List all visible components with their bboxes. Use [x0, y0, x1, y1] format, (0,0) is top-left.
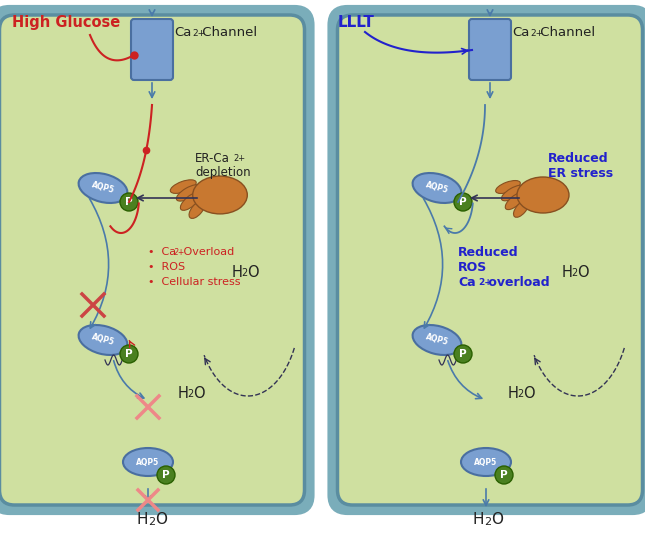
FancyBboxPatch shape: [0, 15, 304, 505]
Text: •  Cellular stress: • Cellular stress: [148, 277, 241, 287]
Text: AQP5: AQP5: [90, 333, 115, 348]
Text: P: P: [162, 470, 170, 480]
Ellipse shape: [181, 192, 201, 210]
Text: 2+: 2+: [530, 29, 543, 38]
Text: depletion: depletion: [195, 166, 251, 179]
Text: O: O: [577, 264, 589, 280]
Ellipse shape: [176, 185, 201, 201]
Text: Channel: Channel: [536, 26, 595, 39]
Text: O: O: [193, 386, 204, 401]
Ellipse shape: [413, 173, 461, 203]
Text: 2: 2: [571, 268, 577, 278]
Text: O: O: [155, 513, 167, 527]
Circle shape: [157, 466, 175, 484]
FancyBboxPatch shape: [469, 19, 511, 80]
Ellipse shape: [170, 180, 196, 193]
Ellipse shape: [501, 185, 524, 201]
Text: AQP5: AQP5: [474, 458, 498, 466]
Text: Ca: Ca: [512, 26, 530, 39]
Circle shape: [495, 466, 513, 484]
Text: H: H: [178, 386, 189, 401]
FancyBboxPatch shape: [131, 19, 173, 80]
Text: H: H: [136, 513, 148, 527]
Ellipse shape: [123, 448, 173, 476]
Text: Ca: Ca: [174, 26, 192, 39]
Text: H: H: [508, 386, 519, 401]
Text: 2+: 2+: [174, 248, 185, 257]
Text: Overload: Overload: [180, 247, 234, 257]
Text: Reduced: Reduced: [548, 151, 609, 165]
Text: O: O: [491, 513, 503, 527]
Text: O: O: [523, 386, 535, 401]
Text: 2: 2: [484, 517, 491, 527]
Text: Ca: Ca: [458, 275, 475, 288]
Circle shape: [120, 193, 138, 211]
Text: P: P: [459, 197, 467, 207]
Text: High Glucose: High Glucose: [12, 15, 120, 29]
Text: P: P: [125, 349, 133, 359]
Text: ROS: ROS: [458, 261, 487, 274]
Ellipse shape: [413, 325, 461, 355]
Circle shape: [454, 345, 472, 363]
Text: AQP5: AQP5: [90, 181, 115, 195]
FancyBboxPatch shape: [0, 7, 312, 513]
Text: O: O: [247, 264, 259, 280]
Text: 2: 2: [148, 517, 155, 527]
Text: •  ROS: • ROS: [148, 262, 185, 272]
Text: LLLT: LLLT: [338, 15, 375, 29]
Text: AQP5: AQP5: [424, 333, 450, 348]
FancyBboxPatch shape: [337, 15, 642, 505]
Ellipse shape: [193, 176, 247, 214]
Text: H: H: [232, 264, 243, 280]
Text: P: P: [500, 470, 508, 480]
Text: ER stress: ER stress: [548, 167, 613, 180]
FancyBboxPatch shape: [330, 7, 645, 513]
Text: 2+: 2+: [478, 278, 492, 287]
Text: P: P: [459, 349, 467, 359]
Text: H: H: [472, 513, 484, 527]
Text: 2+: 2+: [192, 29, 205, 38]
Text: AQP5: AQP5: [424, 181, 450, 195]
Ellipse shape: [461, 448, 511, 476]
Text: •  Ca: • Ca: [148, 247, 176, 257]
Text: 2+: 2+: [233, 154, 245, 163]
Ellipse shape: [79, 325, 128, 355]
Text: overload: overload: [484, 275, 550, 288]
Text: 2: 2: [241, 268, 247, 278]
Circle shape: [454, 193, 472, 211]
Text: 2: 2: [517, 389, 523, 399]
Ellipse shape: [189, 201, 204, 218]
Text: P: P: [125, 197, 133, 207]
Text: AQP5: AQP5: [136, 458, 159, 466]
Text: Channel: Channel: [198, 26, 257, 39]
Circle shape: [120, 345, 138, 363]
Ellipse shape: [517, 177, 569, 213]
Text: 2: 2: [187, 389, 194, 399]
Text: ER-Ca: ER-Ca: [195, 151, 230, 165]
Text: H: H: [562, 264, 573, 280]
Ellipse shape: [513, 201, 528, 217]
Ellipse shape: [495, 180, 521, 193]
Text: Reduced: Reduced: [458, 245, 519, 258]
Ellipse shape: [79, 173, 128, 203]
Ellipse shape: [505, 192, 525, 210]
